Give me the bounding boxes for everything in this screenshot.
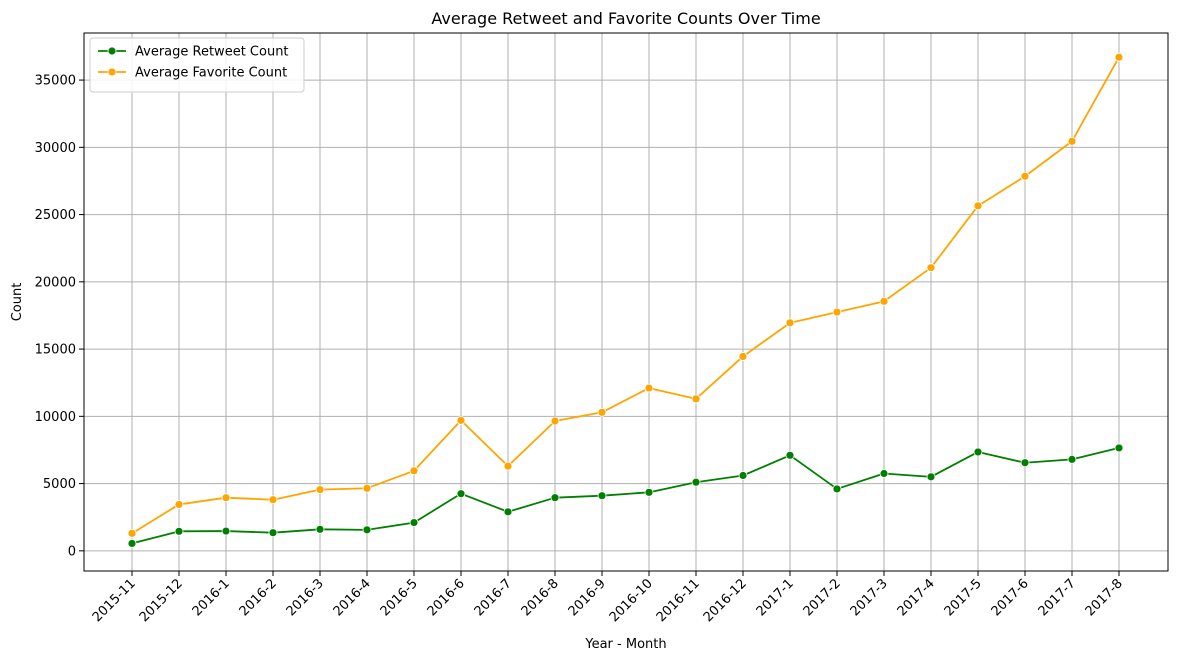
x-tick-label: 2016-4	[331, 576, 374, 619]
x-tick-label: 2016-5	[378, 576, 421, 619]
y-tick-label: 15000	[35, 343, 76, 358]
x-tick-label: 2017-3	[848, 576, 891, 619]
y-tick-label: 0	[68, 544, 76, 559]
data-point	[503, 461, 513, 471]
x-tick-label: 2017-4	[895, 576, 938, 619]
x-tick-label: 2016-10	[607, 576, 656, 625]
legend-label: Average Retweet Count	[135, 45, 289, 60]
legend-entry: Average Favorite Count	[98, 66, 287, 81]
x-tick-label: 2016-7	[472, 576, 515, 619]
legend-marker	[107, 67, 117, 77]
data-point	[926, 472, 936, 482]
data-point	[127, 539, 137, 548]
data-point	[1020, 171, 1030, 181]
data-point	[1067, 454, 1077, 464]
x-tick-label: 2017-8	[1083, 576, 1126, 619]
data-point	[550, 416, 560, 426]
x-tick-label: 2016-8	[519, 576, 562, 619]
x-tick-label: 2017-1	[754, 576, 797, 619]
y-axis-ticks: 0 5000 10000 15000 20000 25000 30000 35000	[35, 74, 84, 559]
data-point	[691, 394, 701, 404]
data-point	[785, 318, 795, 328]
series-line	[131, 56, 1120, 535]
x-tick-label: 2015-12	[137, 576, 186, 625]
x-tick-label: 2017-5	[942, 576, 985, 619]
data-point	[738, 471, 748, 480]
data-point	[174, 526, 184, 536]
data-point	[973, 447, 983, 457]
data-point	[1114, 52, 1124, 62]
data-point	[315, 485, 325, 495]
series-line	[131, 447, 1120, 545]
data-point	[268, 528, 278, 538]
series-2	[127, 52, 1124, 538]
data-point	[409, 518, 419, 527]
data-point	[644, 487, 654, 497]
legend-marker	[107, 46, 117, 56]
plot-frame	[83, 32, 1169, 572]
data-point	[1067, 136, 1077, 146]
y-tick-label: 25000	[35, 208, 76, 223]
x-tick-label: 2017-7	[1036, 576, 1079, 619]
data-point	[973, 201, 983, 211]
grid-layer	[84, 33, 1168, 571]
x-tick-label: 2016-9	[566, 576, 609, 619]
y-tick-label: 10000	[35, 410, 76, 425]
y-tick-label: 5000	[43, 477, 76, 492]
data-point	[221, 493, 231, 503]
data-point	[785, 450, 795, 460]
data-point	[409, 466, 419, 476]
x-tick-label: 2016-6	[425, 576, 468, 619]
x-tick-label: 2015-11	[90, 576, 139, 625]
data-point	[174, 500, 184, 509]
x-tick-label: 2017-2	[801, 576, 844, 619]
data-point	[1114, 443, 1124, 453]
data-point	[1020, 458, 1030, 468]
x-tick-label: 2016-11	[654, 576, 703, 625]
x-axis-label: Year - Month	[584, 637, 666, 652]
data-point	[503, 507, 513, 517]
data-point	[879, 469, 889, 478]
data-point	[221, 526, 231, 536]
x-tick-label: 2016-2	[237, 576, 280, 619]
y-tick-label: 35000	[35, 74, 76, 89]
legend-entry: Average Retweet Count	[98, 45, 289, 60]
x-tick-label: 2017-6	[989, 576, 1032, 619]
data-point	[879, 296, 889, 306]
data-point	[315, 524, 325, 534]
series-layer	[127, 52, 1124, 548]
data-point	[456, 415, 466, 425]
legend-label: Average Favorite Count	[135, 66, 287, 81]
series-1	[127, 443, 1124, 548]
data-point	[362, 483, 372, 493]
data-point	[832, 484, 842, 494]
data-point	[127, 528, 137, 538]
x-tick-label: 2016-1	[190, 576, 233, 619]
data-point	[738, 352, 748, 361]
chart-title: Average Retweet and Favorite Counts Over…	[431, 9, 820, 28]
data-point	[597, 407, 607, 417]
x-tick-label: 2016-3	[284, 576, 327, 619]
x-tick-label: 2016-12	[701, 576, 750, 625]
legend: Average Retweet Count Average Favorite Co…	[89, 37, 305, 93]
legend-box	[89, 37, 305, 93]
y-axis-label: Count	[10, 283, 25, 322]
data-point	[362, 525, 372, 535]
data-point	[597, 491, 607, 501]
data-point	[268, 495, 278, 505]
y-tick-label: 20000	[35, 275, 76, 290]
data-point	[644, 383, 654, 393]
data-point	[456, 489, 466, 499]
data-point	[691, 477, 701, 487]
y-tick-label: 30000	[35, 141, 76, 156]
data-point	[832, 307, 842, 317]
data-point	[926, 263, 936, 273]
data-point	[550, 493, 560, 503]
